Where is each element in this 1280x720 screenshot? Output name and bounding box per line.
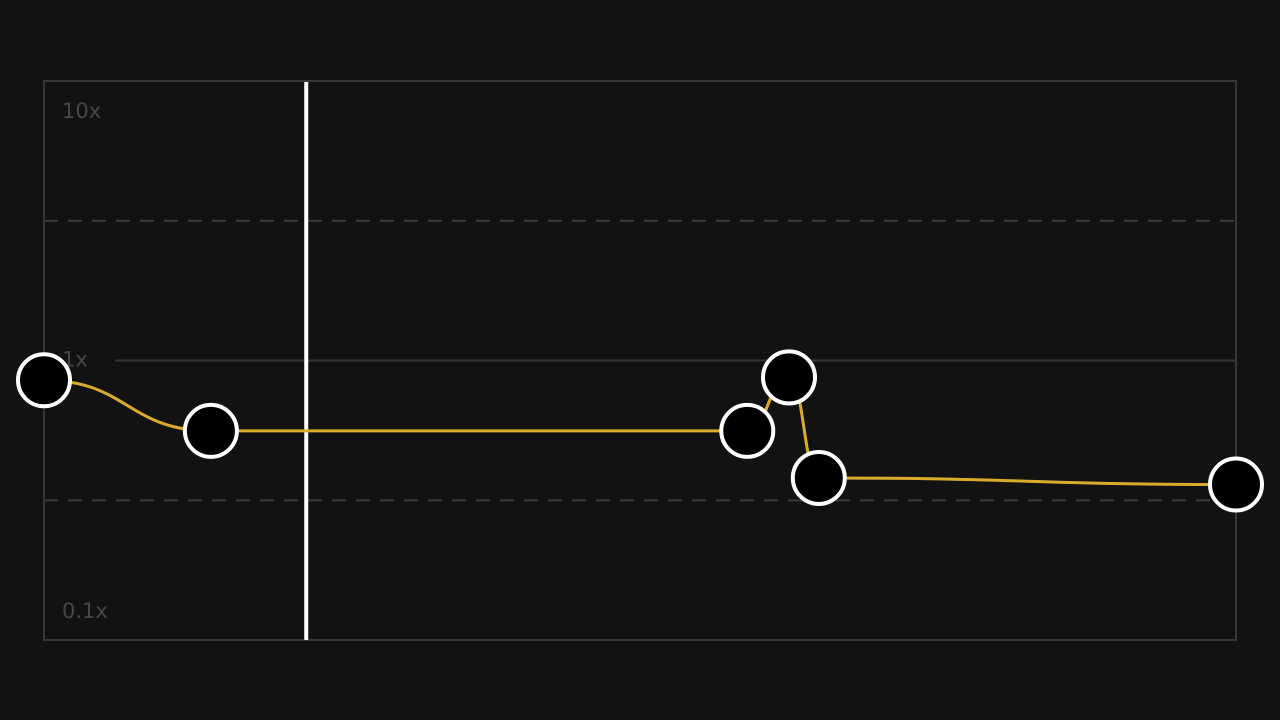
y-tick-label: 0.1x bbox=[62, 599, 108, 623]
keyframe-point[interactable] bbox=[1208, 456, 1264, 513]
keyframe-point[interactable] bbox=[761, 349, 817, 406]
keyframe-point[interactable] bbox=[719, 402, 776, 459]
y-tick-label: 10x bbox=[62, 99, 101, 123]
keyframe-point[interactable] bbox=[182, 402, 239, 459]
keyframe-point[interactable] bbox=[16, 352, 72, 409]
keyframe-point[interactable] bbox=[790, 449, 847, 506]
